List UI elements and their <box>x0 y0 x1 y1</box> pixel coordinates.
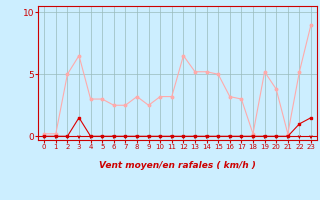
X-axis label: Vent moyen/en rafales ( km/h ): Vent moyen/en rafales ( km/h ) <box>99 161 256 170</box>
